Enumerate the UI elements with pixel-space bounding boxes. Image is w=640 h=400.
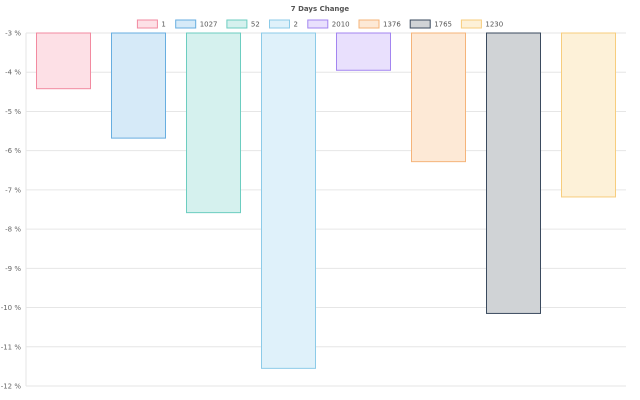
legend-item-1[interactable]: 1 xyxy=(136,19,166,29)
bar-2[interactable] xyxy=(261,32,316,369)
y-tick-label: -5 % xyxy=(5,108,21,116)
legend-swatch xyxy=(409,19,431,29)
legend-swatch xyxy=(358,19,380,29)
legend-item-1027[interactable]: 1027 xyxy=(175,19,218,29)
legend-label: 2010 xyxy=(332,21,350,29)
bars xyxy=(36,32,616,369)
y-axis: -3 % -4 % -5 % -6 % -7 % -8 % -9 % -10 % -11 % -1… xyxy=(1,30,27,391)
legend-label: 2 xyxy=(294,21,298,29)
y-tick-label: -3 % xyxy=(5,30,21,38)
legend-label: 1765 xyxy=(434,21,452,29)
legend-swatch xyxy=(269,19,290,29)
legend-swatch xyxy=(136,19,158,29)
legend-label: 1376 xyxy=(383,21,401,29)
bar-52[interactable] xyxy=(186,32,241,214)
legend-swatch xyxy=(175,19,197,29)
legend-swatch xyxy=(460,19,482,29)
bar-2010[interactable] xyxy=(336,32,391,71)
legend-swatch xyxy=(226,19,248,29)
legend-label: 1027 xyxy=(200,21,218,29)
y-tick-label: -10 % xyxy=(1,304,22,312)
y-tick-label: -4 % xyxy=(5,69,21,77)
bar-1765[interactable] xyxy=(486,32,541,314)
legend-item-1376[interactable]: 1376 xyxy=(358,19,401,29)
legend-item-1230[interactable]: 1230 xyxy=(460,19,503,29)
legend-swatch xyxy=(307,19,329,29)
legend-item-2010[interactable]: 2010 xyxy=(307,19,350,29)
legend-item-1765[interactable]: 1765 xyxy=(409,19,452,29)
y-tick-label: -12 % xyxy=(1,383,22,391)
chart-title: 7 Days Change xyxy=(291,5,350,13)
y-tick-label: -6 % xyxy=(5,147,21,155)
y-tick-label: -8 % xyxy=(5,226,21,234)
y-tick-label: -7 % xyxy=(5,186,21,194)
legend-label: 1 xyxy=(161,21,165,29)
legend-item-2[interactable]: 2 xyxy=(269,19,298,29)
y-tick-label: -9 % xyxy=(5,265,21,273)
legend-label: 52 xyxy=(251,21,260,29)
bar-1[interactable] xyxy=(36,32,91,90)
y-tick-label: -11 % xyxy=(1,343,22,351)
legend: 1 1027 52 2 2010 1376 1765 1230 xyxy=(136,19,503,29)
bar-1027[interactable] xyxy=(111,32,166,139)
bar-1376[interactable] xyxy=(411,32,466,163)
legend-label: 1230 xyxy=(485,21,503,29)
bar-1230[interactable] xyxy=(561,32,616,198)
legend-item-52[interactable]: 52 xyxy=(226,19,260,29)
